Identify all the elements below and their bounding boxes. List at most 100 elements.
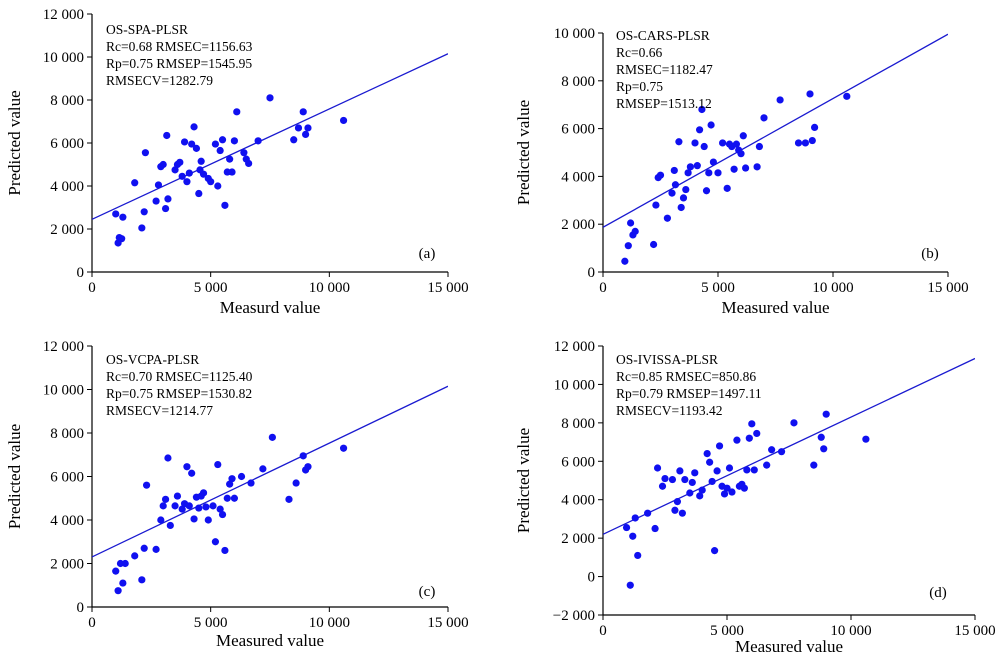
data-point [698, 486, 706, 494]
data-point [742, 164, 750, 172]
y-tick-label: 6 000 [50, 470, 84, 486]
regression-line [603, 33, 948, 228]
y-tick-label: 10 000 [554, 377, 595, 393]
x-tick-label: 5 000 [194, 615, 228, 631]
data-point [677, 203, 685, 212]
data-point [691, 139, 699, 147]
data-point [790, 419, 798, 427]
data-point [183, 463, 191, 471]
data-point [661, 474, 669, 483]
data-point [801, 139, 810, 147]
data-point [183, 178, 191, 186]
data-point [157, 516, 165, 524]
data-point [688, 478, 696, 487]
data-point [254, 137, 262, 145]
x-tick-label: 15 000 [427, 615, 468, 631]
chart-panel: 0 5 000 10 000 15 000 0 2 000 4 000 6 000 8 000 1… [5, 339, 469, 650]
stats-annotation: RMSECV=1193.42 [616, 403, 723, 418]
stats-annotation: Rp=0.75 RMSEP=1530.82 [106, 386, 252, 401]
data-point [624, 242, 632, 250]
data-point [737, 150, 745, 158]
data-point [195, 504, 203, 512]
data-point [730, 165, 738, 173]
data-point [720, 490, 729, 498]
y-tick-label: 0 [77, 265, 85, 281]
regression-line [92, 385, 448, 558]
panel-label: (d) [929, 585, 947, 601]
data-point [696, 126, 704, 134]
data-point [214, 460, 222, 469]
data-point [753, 163, 761, 171]
data-point [138, 576, 146, 584]
data-point [671, 181, 680, 189]
data-point [141, 149, 149, 157]
y-tick-label: 0 [588, 570, 596, 586]
data-point [652, 201, 660, 209]
panel-label: (b) [921, 246, 939, 262]
stats-annotation: Rc=0.85 RMSEC=850.86 [616, 369, 756, 384]
data-point [709, 158, 718, 166]
y-tick-label: 10 000 [43, 50, 84, 66]
data-point [656, 171, 665, 179]
y-tick-label: 4 000 [50, 513, 84, 529]
data-point [750, 466, 758, 474]
data-point [164, 454, 172, 462]
data-point [698, 105, 706, 114]
data-point [703, 450, 711, 458]
data-point [178, 505, 186, 513]
y-tick-label: 8 000 [561, 416, 595, 432]
data-point [230, 137, 238, 145]
stats-annotation: Rc=0.70 RMSEC=1125.40 [106, 369, 253, 384]
data-point [228, 475, 236, 483]
data-point [820, 445, 828, 453]
stats-annotation: Rp=0.75 RMSEP=1545.95 [106, 56, 252, 71]
data-point [653, 464, 662, 472]
data-point [226, 480, 234, 488]
data-point [180, 138, 189, 146]
data-point [233, 108, 241, 116]
data-point [713, 467, 721, 475]
y-tick-label: 6 000 [561, 454, 595, 470]
x-tick-label: 10 000 [309, 280, 350, 296]
data-point [739, 132, 747, 140]
data-point [622, 523, 631, 532]
data-point [185, 169, 193, 177]
data-point [817, 433, 825, 441]
data-point [723, 184, 731, 192]
data-point [285, 495, 293, 503]
data-point [190, 515, 198, 523]
data-point [237, 472, 246, 481]
panel-label: (a) [419, 246, 436, 262]
data-point [671, 506, 679, 514]
x-tick-label: 10 000 [812, 280, 853, 296]
data-point [290, 136, 298, 144]
y-tick-label: 0 [77, 600, 85, 616]
data-point [631, 227, 639, 235]
regression-line [92, 53, 448, 220]
stats-annotation: RMSEC=1182.47 [616, 62, 713, 77]
data-point [678, 509, 686, 517]
stats-annotation: RMSEP=1513.12 [616, 96, 712, 111]
data-point [114, 587, 122, 595]
x-tick-label: 15 000 [954, 623, 995, 639]
data-point [240, 149, 248, 157]
data-point [138, 224, 146, 232]
data-point [218, 510, 227, 519]
data-point [152, 545, 160, 553]
data-point [299, 108, 307, 116]
data-point [627, 219, 635, 227]
x-tick-label: 5 000 [701, 280, 735, 296]
data-point [811, 123, 819, 132]
stats-annotation: RMSECV=1214.77 [106, 403, 213, 418]
data-point [714, 169, 722, 177]
data-point [339, 116, 348, 125]
data-point [675, 138, 683, 146]
data-point [190, 123, 198, 131]
stats-annotation: OS-VCPA-PLSR [106, 352, 199, 367]
data-point [294, 124, 303, 132]
y-tick-label: 8 000 [50, 93, 84, 109]
stats-annotation: Rp=0.75 [616, 79, 663, 94]
data-point [118, 235, 126, 243]
y-tick-label: 12 000 [554, 339, 595, 355]
data-point [740, 484, 748, 492]
